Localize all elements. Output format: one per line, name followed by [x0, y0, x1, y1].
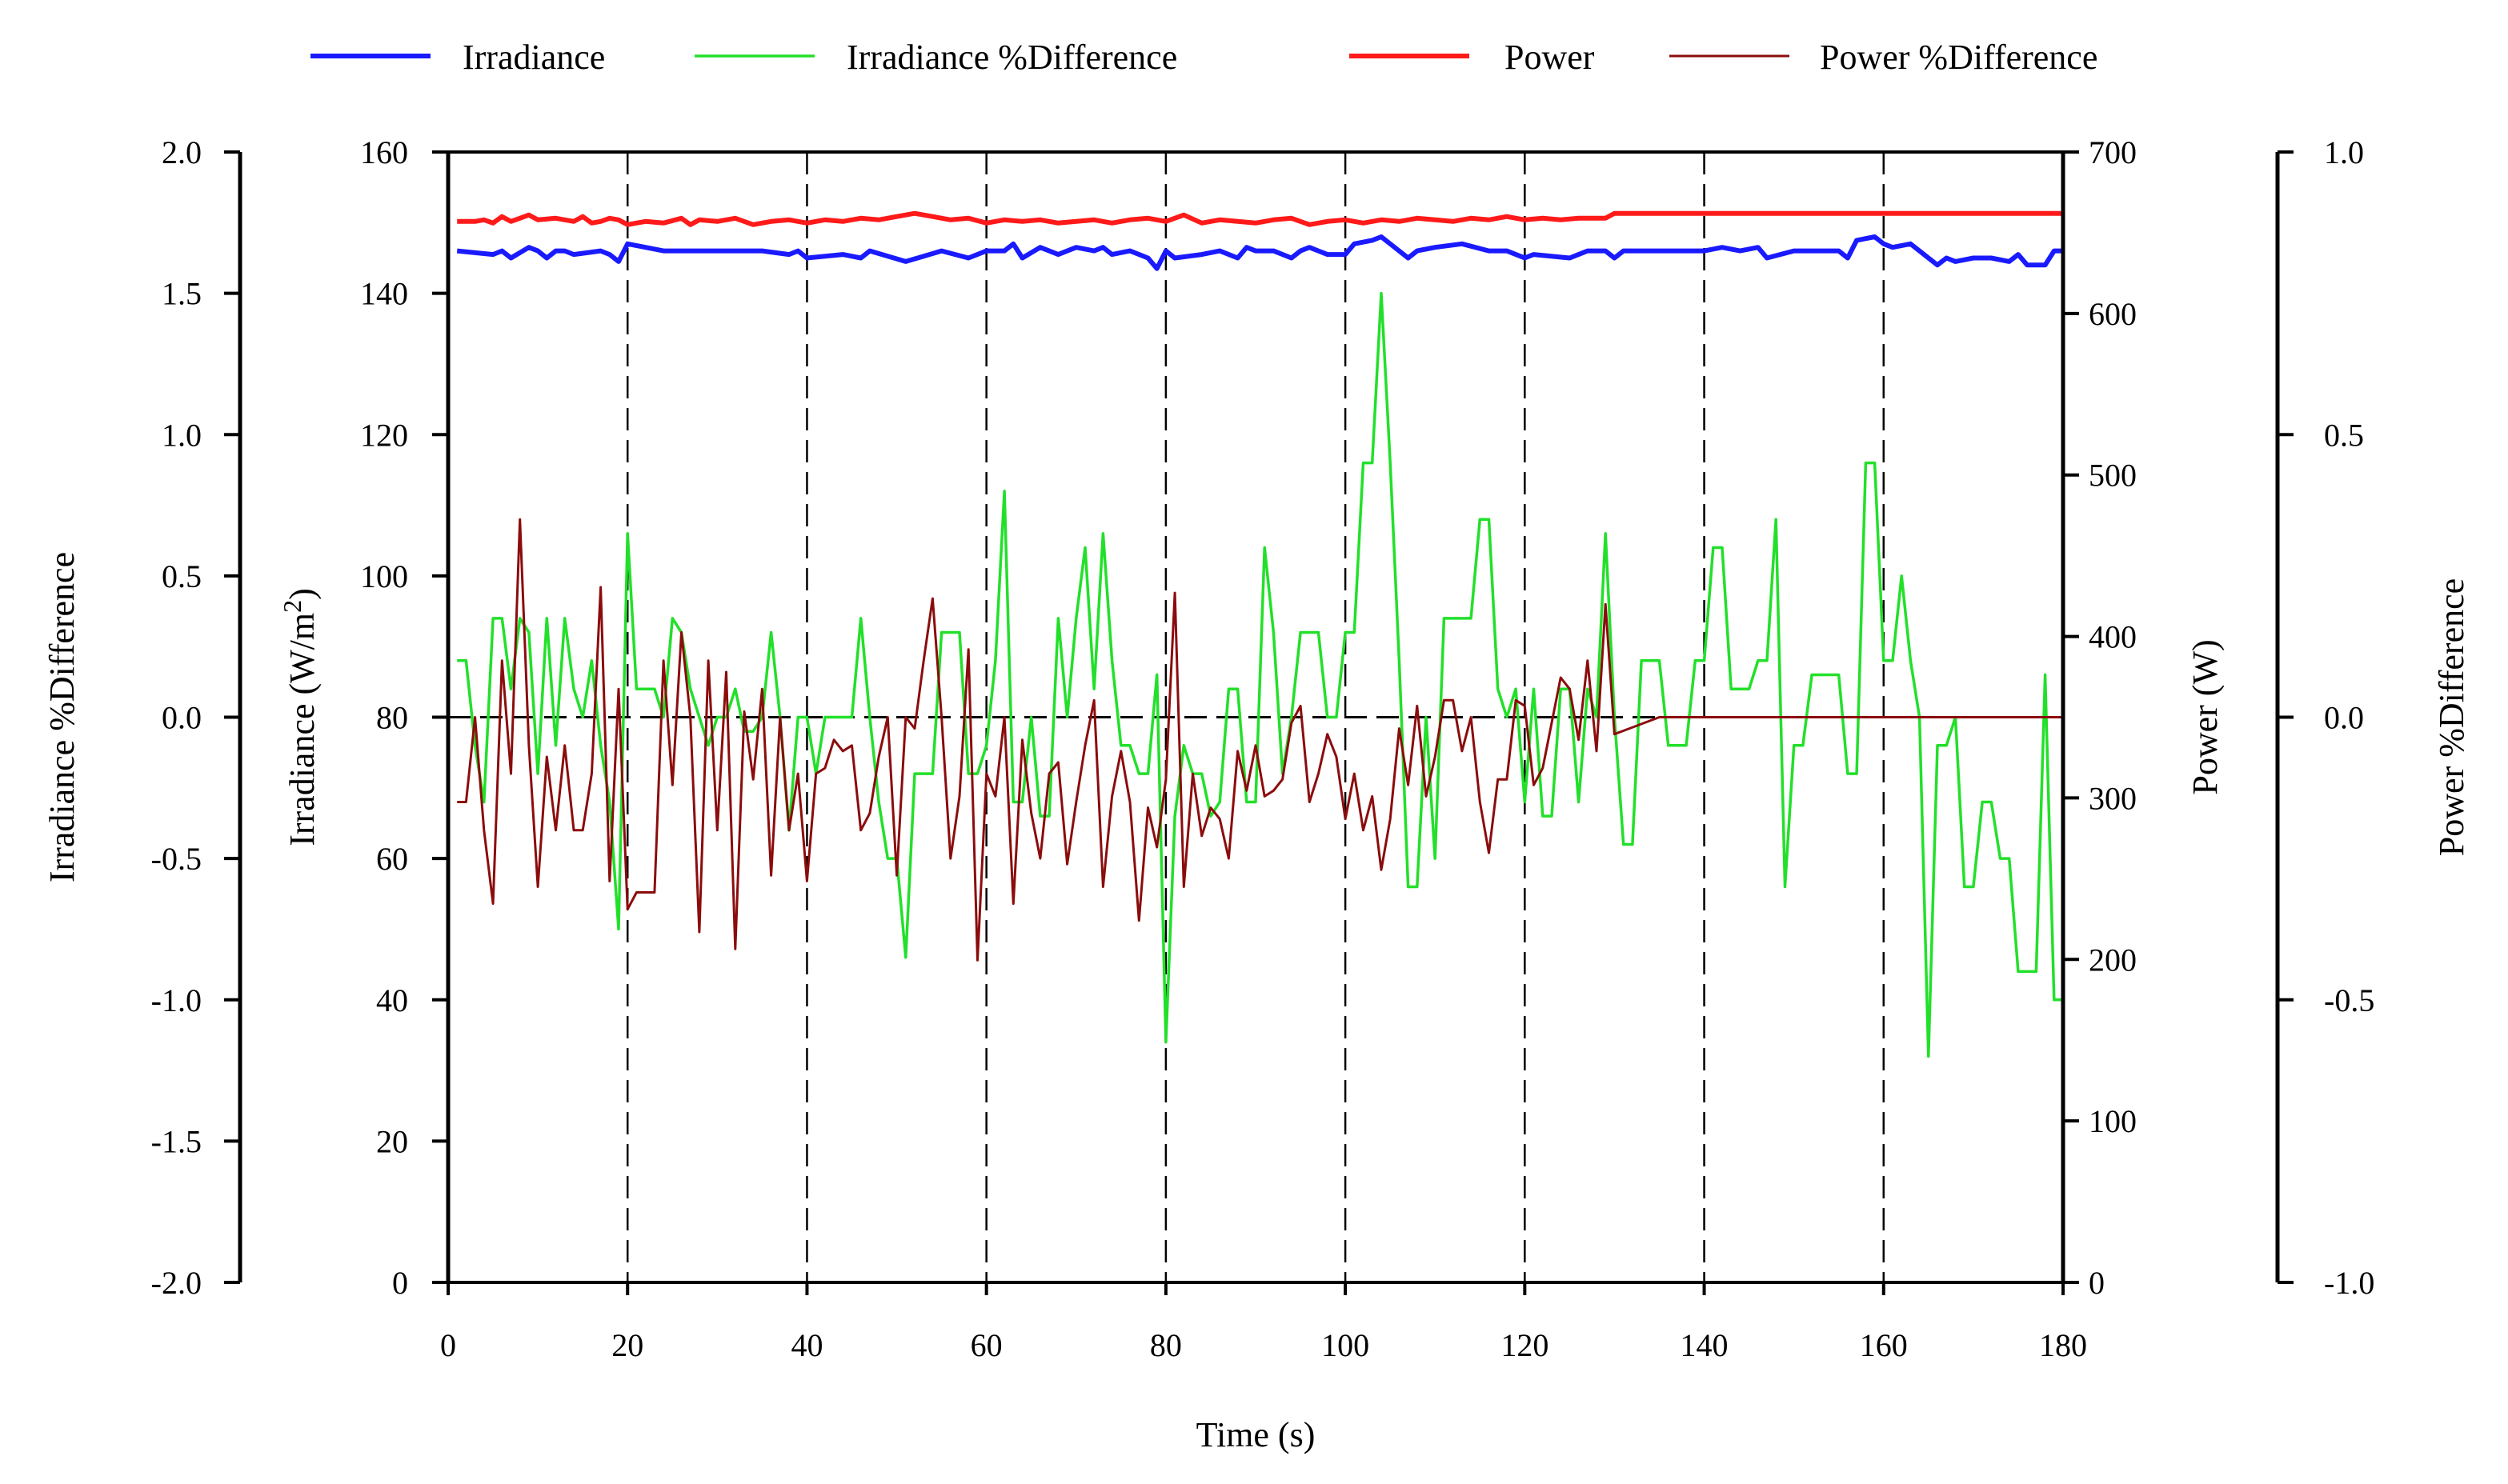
- tick-label-irradiance-pct: 1.5: [162, 276, 202, 312]
- legend-label-irradiance-difference: Irradiance %Difference: [847, 38, 1177, 77]
- axis-title-irradiance: Irradiance (W/m2): [278, 588, 322, 846]
- axes-layer: 0 20 40 60 80 100 120 140 160 180 Time (s) 2.0 1.5 1.…: [42, 134, 2471, 1454]
- legend-label-irradiance: Irradiance: [463, 38, 605, 77]
- tick-label-irradiance: 160: [360, 134, 408, 170]
- tick-label-power: 400: [2089, 619, 2137, 655]
- series-irradiance: [456, 234, 2063, 271]
- x-tick-label: 60: [971, 1327, 1003, 1363]
- tick-label-power: 500: [2089, 458, 2137, 494]
- axis-title-power-pct: Power %Difference: [2432, 578, 2471, 856]
- series-layer: [456, 210, 2063, 1058]
- tick-label-irradiance: 40: [376, 982, 408, 1018]
- series-irradiance-difference: [457, 291, 2063, 1058]
- tick-label-irradiance-pct: -1.5: [151, 1123, 202, 1159]
- tick-label-power: 300: [2089, 780, 2137, 816]
- tick-label-irradiance-pct: 0.0: [162, 700, 202, 736]
- x-tick-label: 160: [1860, 1327, 1908, 1363]
- tick-label-irradiance-pct: -0.5: [151, 841, 202, 877]
- x-tick-label: 140: [1681, 1327, 1729, 1363]
- x-tick-label: 0: [440, 1327, 456, 1363]
- axis-title-power: Power (W): [2185, 639, 2225, 794]
- tick-label-irradiance-pct: 0.5: [162, 558, 202, 594]
- legend-layer: Irradiance Irradiance %Difference Power Pow…: [310, 38, 2097, 77]
- tick-label-power-pct: -1.0: [2324, 1265, 2374, 1301]
- tick-label-power-pct: 0.0: [2324, 700, 2364, 736]
- tick-label-irradiance-pct: -2.0: [151, 1265, 202, 1301]
- tick-label-irradiance: 20: [376, 1123, 408, 1159]
- x-tick-label: 80: [1150, 1327, 1182, 1363]
- tick-label-power: 0: [2089, 1265, 2105, 1301]
- series-power: [457, 210, 2063, 227]
- tick-label-power: 700: [2089, 134, 2137, 170]
- tick-label-irradiance: 100: [360, 558, 408, 594]
- tick-label-power: 600: [2089, 296, 2137, 332]
- tick-label-irradiance-pct: 1.0: [162, 417, 202, 453]
- tick-label-power-pct: -0.5: [2324, 982, 2374, 1018]
- tick-label-irradiance: 80: [376, 700, 408, 736]
- tick-label-power: 200: [2089, 942, 2137, 978]
- x-tick-label: 120: [1500, 1327, 1548, 1363]
- tick-label-irradiance-pct: 2.0: [162, 134, 202, 170]
- x-tick-label: 180: [2039, 1327, 2087, 1363]
- tick-label-irradiance: 120: [360, 417, 408, 453]
- x-tick-label: 20: [611, 1327, 643, 1363]
- tick-label-power-pct: 0.5: [2324, 417, 2364, 453]
- tick-label-power-pct: 1.0: [2324, 134, 2364, 170]
- tick-label-irradiance: 140: [360, 276, 408, 312]
- tick-label-irradiance-pct: -1.0: [151, 982, 202, 1018]
- legend-label-power-difference: Power %Difference: [1820, 38, 2097, 77]
- axis-title-irradiance-pct: Irradiance %Difference: [42, 552, 82, 882]
- legend-label-power: Power: [1504, 38, 1595, 77]
- series-power-difference: [457, 518, 2063, 962]
- tick-label-power: 100: [2089, 1103, 2137, 1139]
- x-axis-title: Time (s): [1196, 1415, 1316, 1454]
- x-tick-label: 40: [791, 1327, 823, 1363]
- tick-label-irradiance: 0: [392, 1265, 408, 1301]
- x-tick-label: 100: [1321, 1327, 1369, 1363]
- tick-label-irradiance: 60: [376, 841, 408, 877]
